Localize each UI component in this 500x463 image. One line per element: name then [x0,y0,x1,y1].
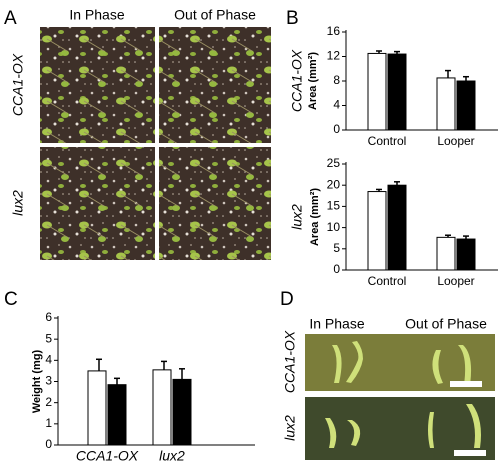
bar [436,236,456,271]
row-label: lux2 [282,415,298,441]
y-axis-label: Area (mm²) [307,52,319,110]
bar [387,53,407,131]
scale-bar [454,450,486,456]
panel-label: C [4,289,18,310]
y-tick-label: 15 [327,199,341,213]
x-tick-label: Control [368,134,407,148]
photo [305,397,495,460]
column-label: Out of Phase [405,316,487,332]
y-tick-label: 4 [333,98,340,112]
bar [436,77,456,131]
bar [456,80,476,131]
bar [367,52,387,131]
panel-label: D [280,289,294,310]
y-tick-label: 5 [333,241,340,255]
y-tick-label: 4 [45,353,52,367]
photo [40,147,155,260]
photo-grid [40,27,271,260]
column-label: Out of Phase [174,7,256,23]
y-tick-label: 6 [45,310,52,324]
row-label: lux2 [10,190,26,216]
y-tick-label: 0 [45,437,52,451]
y-tick-label: 0 [333,122,340,136]
bar [172,378,192,446]
y-tick-label: 2 [45,395,52,409]
column-label: In Phase [69,7,124,23]
bar [87,370,107,446]
x-tick-label: Looper [437,134,474,148]
row-label: lux2 [289,204,305,230]
y-tick-label: 5 [45,331,52,345]
bar [152,369,172,446]
y-axis-label: Area (mm²) [309,188,321,246]
bar [456,238,476,271]
scale-bar [450,381,482,387]
hypocotyls [325,341,481,448]
x-tick-label: Looper [437,274,474,288]
y-tick-label: 10 [327,220,341,234]
x-tick-label: lux2 [159,448,185,463]
y-tick-label: 12 [327,49,341,63]
y-tick-label: 25 [327,156,341,170]
panel-label: B [286,8,299,29]
y-tick-label: 8 [333,73,340,87]
y-tick-label: 20 [327,177,341,191]
x-tick-label: CCA1-OX [76,448,139,463]
column-label: In Phase [309,316,364,332]
bar [367,191,387,271]
photo [159,147,271,260]
y-tick-label: 1 [45,416,52,430]
row-label: CCA1-OX [282,330,298,393]
panel-label: A [4,8,17,29]
row-label: CCA1-OX [10,53,26,116]
y-tick-label: 3 [45,374,52,388]
y-tick-label: 0 [333,262,340,276]
photo [159,27,271,143]
bar [387,184,407,271]
y-tick-label: 16 [327,24,341,38]
x-tick-label: Control [368,274,407,288]
bar [107,384,127,446]
y-axis-label: Weight (mg) [31,349,43,413]
row-label: CCA1-OX [289,49,305,112]
photo [40,27,155,143]
